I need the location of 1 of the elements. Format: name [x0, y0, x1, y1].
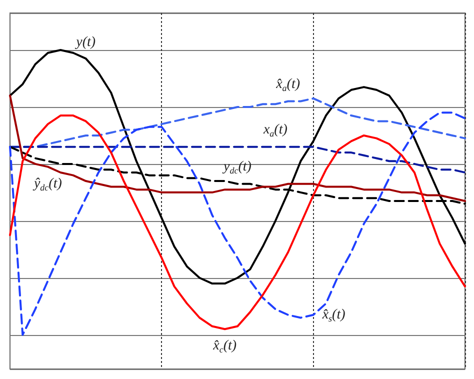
series-label: y(t) [74, 35, 96, 50]
